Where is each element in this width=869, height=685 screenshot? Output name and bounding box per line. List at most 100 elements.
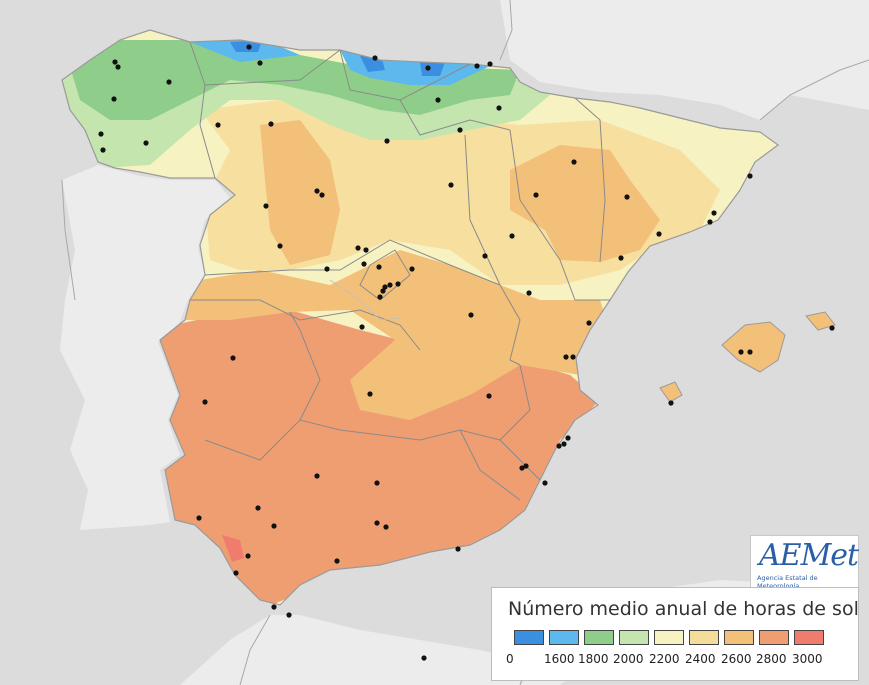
station-dot [747,349,753,355]
legend-tick-label: 2600 [721,652,752,666]
legend-swatch [584,630,614,645]
station-dot [286,612,292,618]
station-dot [556,443,562,449]
legend-title: Número medio anual de horas de sol [508,598,859,620]
station-dot [421,655,427,661]
station-dot [196,515,202,521]
station-dot [319,192,325,198]
station-dot [747,173,753,179]
station-dot [738,349,744,355]
station-dot [257,60,263,66]
station-dot [215,122,221,128]
station-dot [707,219,713,225]
station-dot [271,523,277,529]
station-dot [487,61,493,67]
station-dot [245,553,251,559]
legend-ticks: 0 1600 1800 2000 2200 2400 2600 2800 3000 [492,652,858,668]
station-dot [100,147,106,153]
station-dot [523,463,529,469]
legend-swatch [724,630,754,645]
aemet-logo: AEMet Agencia Estatal de Meteorología [750,535,859,590]
legend-tick-label: 3000 [792,652,823,666]
station-dot [474,63,480,69]
river-line [329,279,401,321]
station-dot [509,233,515,239]
station-dot [324,266,330,272]
station-dot [380,288,386,294]
station-dot [263,203,269,209]
station-dot [374,520,380,526]
zone-under-1600 [230,40,445,76]
station-dot [246,44,252,50]
station-dot [519,465,525,471]
station-dot [668,400,674,406]
station-dot [448,182,454,188]
menorca-island [805,311,836,331]
station-dot [112,59,118,65]
station-dot [457,127,463,133]
station-dot [202,399,208,405]
station-dot [111,96,117,102]
legend-swatch [689,630,719,645]
legend-tick-label: 1600 [544,652,575,666]
legend: Número medio anual de horas de sol 0 1600… [491,587,859,681]
station-dot [363,247,369,253]
station-dot [425,65,431,71]
station-dot [542,480,548,486]
station-dot [387,282,393,288]
station-dot [372,55,378,61]
station-dot [334,558,340,564]
station-dot [230,355,236,361]
station-dot [455,546,461,552]
station-dot [271,604,277,610]
aemet-logo-text: AEMet [759,538,859,573]
legend-swatch [619,630,649,645]
station-dot [115,64,121,70]
station-dot [571,159,577,165]
legend-tick-label: 2400 [685,652,716,666]
france-land [500,0,869,120]
legend-swatch [759,630,789,645]
station-dot [561,441,567,447]
station-dot [395,281,401,287]
station-dot [98,131,104,137]
legend-tick-label: 2000 [613,652,644,666]
station-dot [618,255,624,261]
station-dot [565,435,571,441]
zone-over-3000 [222,535,244,562]
zone-1600-1800 [185,38,490,85]
zone-2800-3000 [150,310,600,605]
station-dot [382,284,388,290]
station-dot [374,480,380,486]
legend-tick-label: 2800 [756,652,787,666]
station-dot [570,354,576,360]
station-dot [533,192,539,198]
legend-tick-label: 1800 [578,652,609,666]
station-dot [376,264,382,270]
zone-2600-2800-central [180,250,610,420]
station-dot [656,231,662,237]
station-dot [233,570,239,576]
station-dot [367,391,373,397]
legend-tick-label: 0 [506,652,514,666]
aemet-logo-subtitle: Agencia Estatal de Meteorología [757,574,818,590]
station-dot [586,320,592,326]
station-dot [829,325,835,331]
station-dot [624,194,630,200]
station-dot [435,97,441,103]
station-dot [711,210,717,216]
station-dot [359,324,365,330]
station-dot [384,138,390,144]
ibiza-island [659,381,683,403]
legend-swatch [654,630,684,645]
legend-swatch [549,630,579,645]
station-dot [255,505,261,511]
station-dot [409,266,415,272]
mallorca-island [721,321,786,373]
station-dot [268,121,274,127]
portugal-land [60,165,230,530]
station-dot [166,79,172,85]
station-dot [496,105,502,111]
station-dot [314,188,320,194]
station-markers [98,44,835,661]
